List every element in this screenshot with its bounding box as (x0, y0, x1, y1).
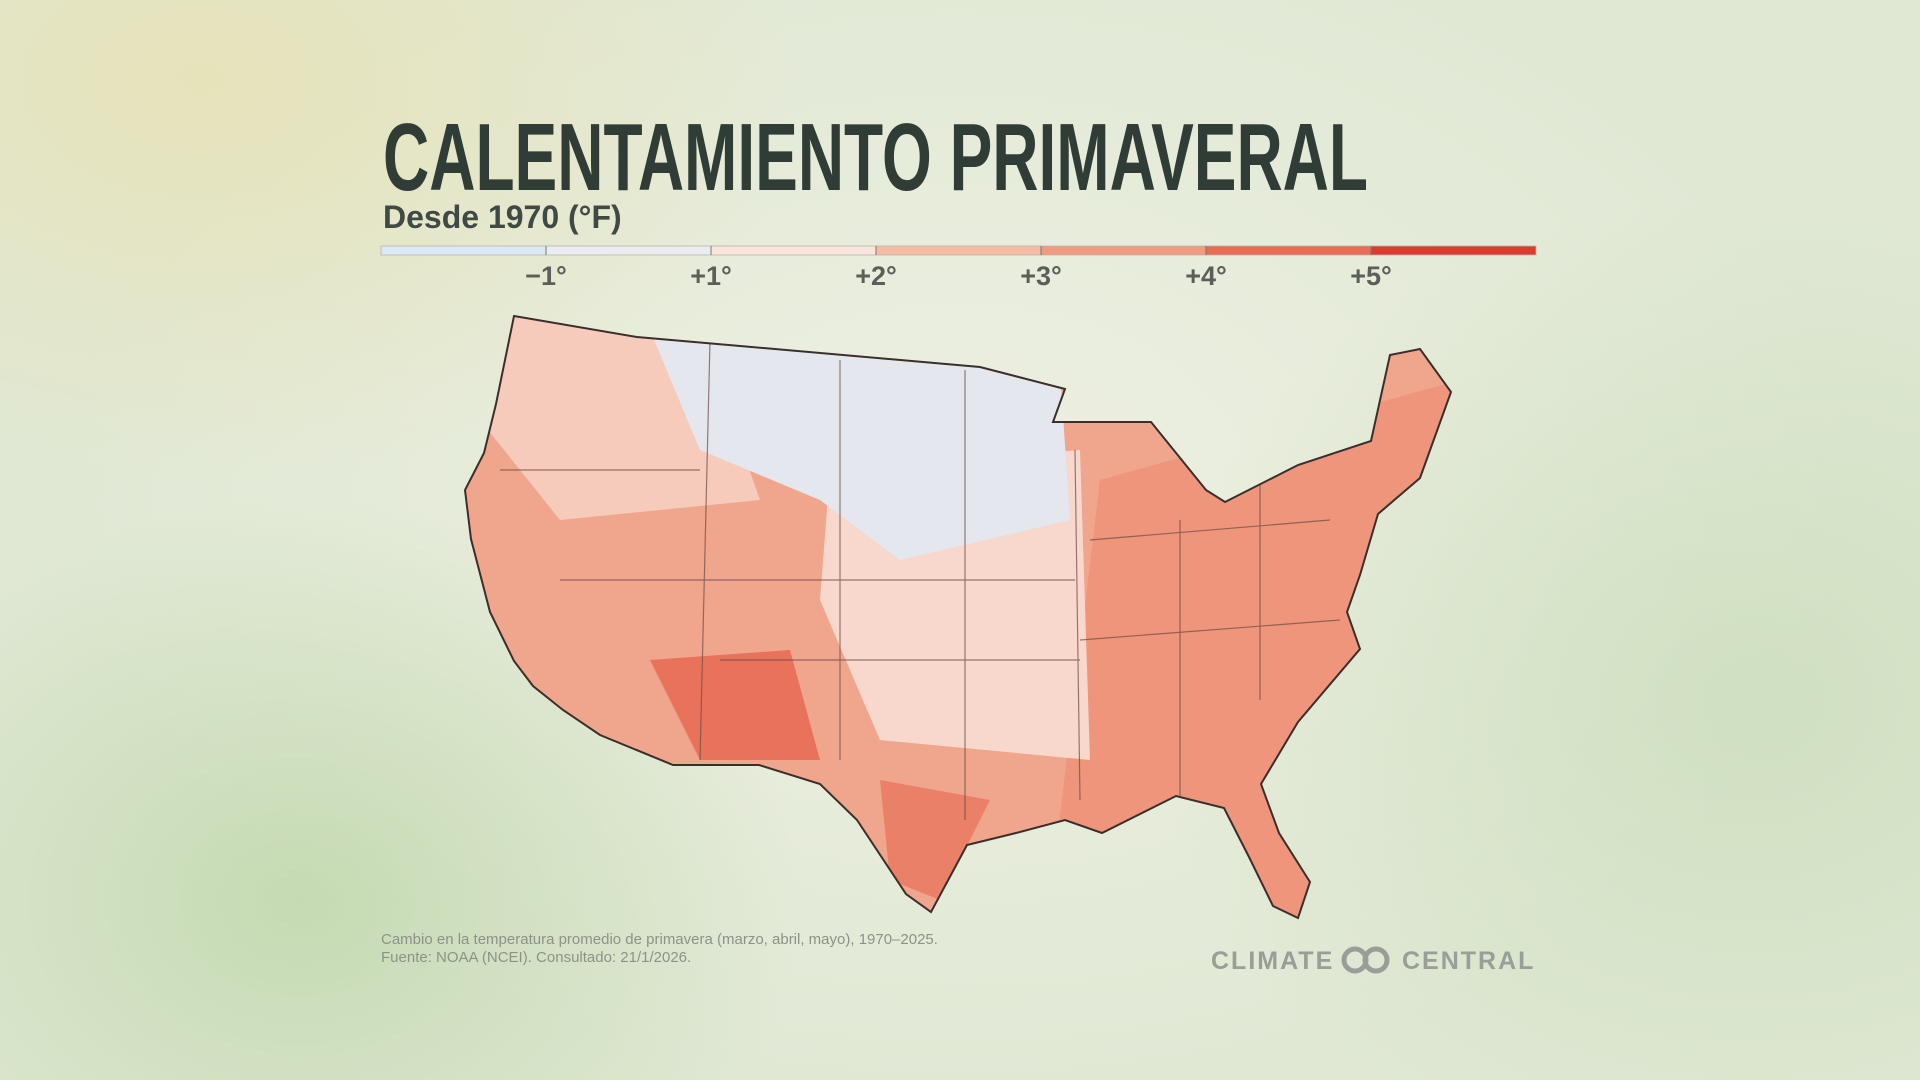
legend-label: −1° (525, 261, 567, 291)
legend-swatch (1370, 245, 1537, 256)
legend-swatch (1040, 245, 1207, 256)
legend-label: +1° (690, 261, 732, 291)
legend-swatch (380, 245, 547, 256)
legend: −1° +1° +2° +3° +4° +5° (380, 245, 1537, 291)
map-region-hot-tx (880, 780, 990, 900)
legend-swatch (710, 245, 877, 256)
subtitle: Desde 1970 (°F) (383, 199, 622, 235)
footnote: Cambio en la temperatura promedio de pri… (381, 931, 938, 948)
legend-label: +2° (855, 261, 897, 291)
map-region-hot-sw (650, 650, 820, 760)
legend-label: +5° (1350, 261, 1392, 291)
legend-swatch (875, 245, 1042, 256)
logo-text: CENTRAL (1402, 947, 1535, 975)
us-map (464, 315, 1452, 919)
logo-text: CLIMATE (1211, 947, 1334, 975)
footnote: Fuente: NOAA (NCEI). Consultado: 21/1/20… (381, 949, 691, 966)
logo-icon (1341, 946, 1390, 974)
title: CALENTAMIENTO PRIMAVERAL (383, 104, 1368, 211)
legend-label: +4° (1185, 261, 1227, 291)
legend-swatch (545, 245, 712, 256)
legend-label: +3° (1020, 261, 1062, 291)
legend-swatch (1205, 245, 1372, 256)
